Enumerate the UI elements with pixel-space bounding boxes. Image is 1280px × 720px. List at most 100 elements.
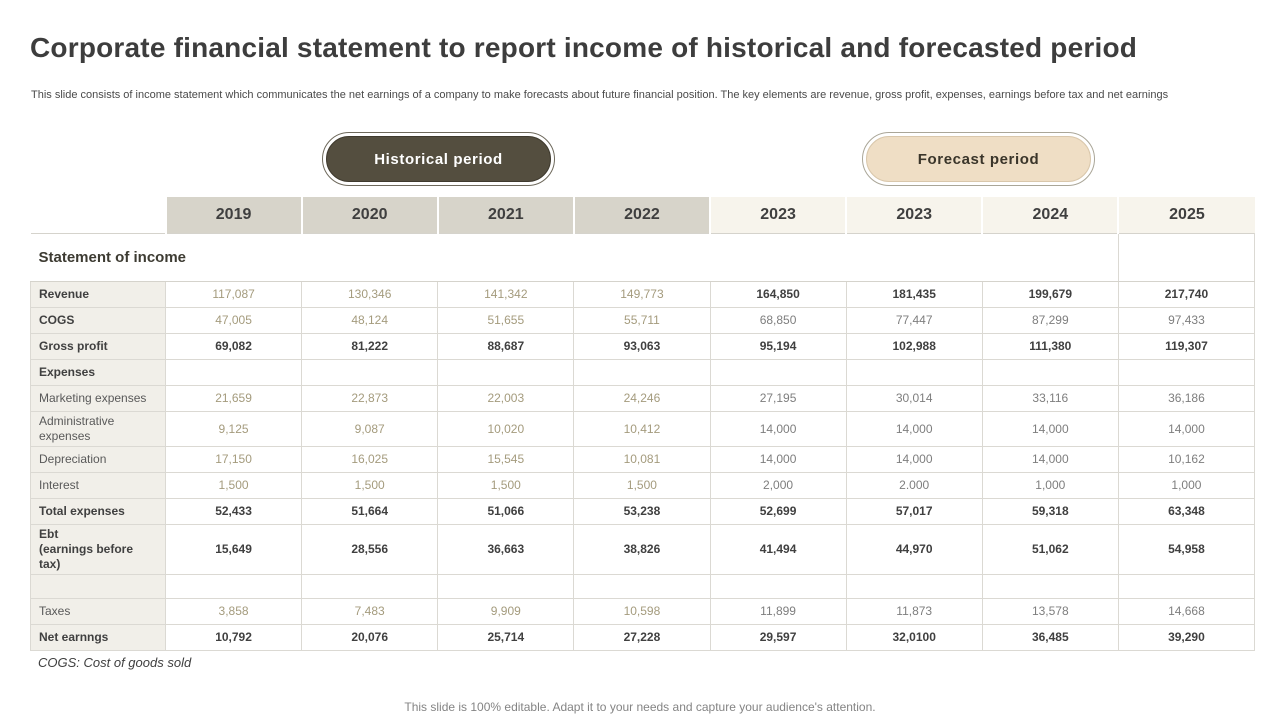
table-cell: 1,500: [164, 471, 303, 499]
table-cell: 199,679: [981, 280, 1119, 308]
table-cell: 54,958: [1117, 523, 1256, 575]
row-label: Marketing expenses: [30, 384, 166, 412]
table-cell: 14,000: [981, 445, 1119, 473]
table-cell: 59,318: [981, 497, 1119, 525]
table-cell: 51,655: [437, 306, 575, 334]
table-cell: 81,222: [301, 332, 439, 360]
table-cell: 9,087: [301, 410, 439, 447]
table-cell: 15,545: [437, 445, 575, 473]
table-row-net-earnings: Net earnngs 10,792 20,076 25,714 27,228 …: [30, 623, 1256, 651]
table-cell: 1,500: [437, 471, 575, 499]
table-cell: 11,873: [845, 597, 983, 625]
forecast-period-badge-label: Forecast period: [866, 136, 1091, 182]
table-cell: [845, 573, 983, 599]
row-label: Administrative expenses: [30, 410, 166, 447]
table-cell: 16,025: [301, 445, 439, 473]
table-cell: 14,000: [845, 445, 983, 473]
table-cell: 164,850: [709, 280, 847, 308]
table-cell: 14,000: [709, 445, 847, 473]
table-row-ebt: Ebt (earnings before tax) 15,649 28,556 …: [30, 523, 1256, 575]
table-cell: [1117, 358, 1256, 386]
table-cell: 21,659: [164, 384, 303, 412]
year-header-2025: 2025: [1117, 197, 1255, 233]
table-cell: 88,687: [437, 332, 575, 360]
table-cell: 51,062: [981, 523, 1119, 575]
table-cell: 22,003: [437, 384, 575, 412]
table-cell: 33,116: [981, 384, 1119, 412]
row-label: COGS: [30, 306, 166, 334]
table-cell: 95,194: [709, 332, 847, 360]
row-label: Gross profit: [30, 332, 166, 360]
table-cell: 1,500: [573, 471, 711, 499]
table-cell: 27,228: [573, 623, 711, 651]
table-cell: 24,246: [573, 384, 711, 412]
table-cell: 30,014: [845, 384, 983, 412]
year-header-2023a: 2023: [708, 197, 847, 233]
row-label: [30, 573, 166, 599]
year-header-row: 2019 2020 2021 2022 2023 2023 2024 2025: [31, 197, 1255, 233]
table-cell: 17,150: [164, 445, 303, 473]
table-cell: [164, 358, 303, 386]
forecast-period-badge: Forecast period: [862, 132, 1095, 186]
table-cell: 97,433: [1117, 306, 1256, 334]
table-row-administrative-expenses: Administrative expenses 9,125 9,087 10,0…: [30, 410, 1256, 447]
table-cell: [1117, 573, 1256, 599]
table-cell: 51,066: [437, 497, 575, 525]
table-cell: 10,412: [573, 410, 711, 447]
table-cell: 93,063: [573, 332, 711, 360]
section-title-row: Statement of income: [30, 232, 1256, 282]
corner-cell: [31, 197, 166, 233]
table-cell: [709, 358, 847, 386]
table-cell: 10,792: [164, 623, 303, 651]
table-cell: 141,342: [437, 280, 575, 308]
row-label: Ebt (earnings before tax): [30, 523, 166, 575]
page-title: Corporate financial statement to report …: [30, 32, 1138, 63]
table-cell: 9,125: [164, 410, 303, 447]
table-row-taxes: Taxes 3,858 7,483 9,909 10,598 11,899 11…: [30, 597, 1256, 625]
slide-footer-caption: This slide is 100% editable. Adapt it to…: [404, 700, 876, 714]
table-cell: [573, 573, 711, 599]
row-label: Total expenses: [30, 497, 166, 525]
row-label: Expenses: [30, 358, 166, 386]
table-cell: 13,578: [981, 597, 1119, 625]
table-cell: [301, 573, 439, 599]
table-row-spacer: [30, 573, 1256, 599]
table-cell: 1,000: [1117, 471, 1256, 499]
table-cell: 14,668: [1117, 597, 1256, 625]
table-cell: 2,000: [709, 471, 847, 499]
table-cell: 22,873: [301, 384, 439, 412]
table-cell: 149,773: [573, 280, 711, 308]
table-cell: 87,299: [981, 306, 1119, 334]
table-cell: 29,597: [709, 623, 847, 651]
table-cell: 2.000: [845, 471, 983, 499]
cogs-footnote: COGS: Cost of goods sold: [38, 655, 192, 670]
table-cell: 52,433: [164, 497, 303, 525]
table-cell: 68,850: [709, 306, 847, 334]
table-cell: 53,238: [573, 497, 711, 525]
table-cell: 77,447: [845, 306, 983, 334]
table-cell: [845, 358, 983, 386]
table-cell: 63,348: [1117, 497, 1256, 525]
table-cell: 11,899: [709, 597, 847, 625]
table-cell: 25,714: [437, 623, 575, 651]
table-cell: [981, 573, 1119, 599]
year-header-2020: 2020: [300, 197, 438, 233]
row-label: Depreciation: [30, 445, 166, 473]
row-label: Interest: [30, 471, 166, 499]
table-row-revenue: Revenue 117,087 130,346 141,342 149,773 …: [30, 280, 1256, 308]
table-cell: 51,664: [301, 497, 439, 525]
table-cell: 44,970: [845, 523, 983, 575]
table-cell: 38,826: [573, 523, 711, 575]
table-cell: [437, 358, 575, 386]
year-header-2023b: 2023: [845, 197, 983, 233]
section-tail-cell: [1117, 232, 1256, 282]
row-label: Taxes: [30, 597, 166, 625]
table-cell: 28,556: [301, 523, 439, 575]
table-cell: 69,082: [164, 332, 303, 360]
table-cell: 119,307: [1117, 332, 1256, 360]
table-cell: 27,195: [709, 384, 847, 412]
table-cell: 32,0100: [845, 623, 983, 651]
row-label: Net earnngs: [30, 623, 166, 651]
historical-period-badge: Historical period: [322, 132, 555, 186]
year-header-2024: 2024: [981, 197, 1119, 233]
